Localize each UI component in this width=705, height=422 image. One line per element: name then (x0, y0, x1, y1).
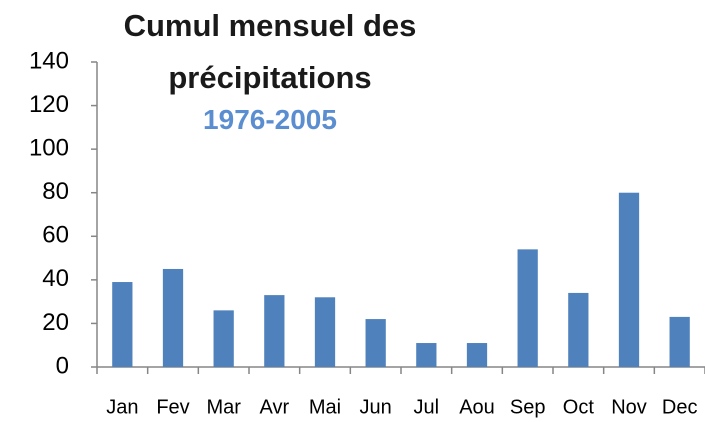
bar (112, 282, 133, 367)
bar (466, 343, 488, 367)
x-tick-label: Sep (510, 396, 546, 418)
chart-title: Cumul mensuel des précipitations (123, 8, 417, 95)
bar (416, 343, 437, 367)
x-tick-label: Dec (662, 396, 698, 418)
y-tick-label: 0 (56, 352, 69, 379)
bar (213, 310, 234, 367)
x-tick-label: Mar (206, 396, 241, 418)
x-tick-label: Jan (106, 396, 138, 418)
y-tick-label: 40 (42, 265, 69, 292)
x-tick-label: Nov (611, 396, 647, 418)
y-tick-label: 80 (42, 178, 69, 205)
x-tick-label: Aou (459, 396, 495, 418)
bar (264, 295, 285, 367)
x-tick-label: Fev (156, 396, 189, 418)
x-tick-label: Avr (260, 396, 290, 418)
bar (517, 249, 538, 367)
bar (365, 319, 386, 367)
titles: Cumul mensuel des précipitations 1976-20… (95, 0, 445, 140)
bar (568, 292, 589, 367)
x-tick-label: Jun (360, 396, 392, 418)
x-tick-label: Oct (563, 396, 595, 418)
bar (669, 316, 690, 367)
x-tick-label: Mai (309, 396, 341, 418)
chart-subtitle: 1976-2005 (203, 104, 337, 135)
y-tick-label: 20 (42, 309, 69, 336)
bar (162, 268, 184, 367)
bar (314, 297, 336, 367)
y-tick-label: 100 (29, 134, 69, 161)
x-tick-label: Jul (414, 396, 440, 418)
y-tick-label: 60 (42, 222, 69, 249)
y-tick-label: 140 (29, 47, 69, 74)
y-tick-label: 120 (29, 91, 69, 118)
bar (618, 192, 640, 367)
